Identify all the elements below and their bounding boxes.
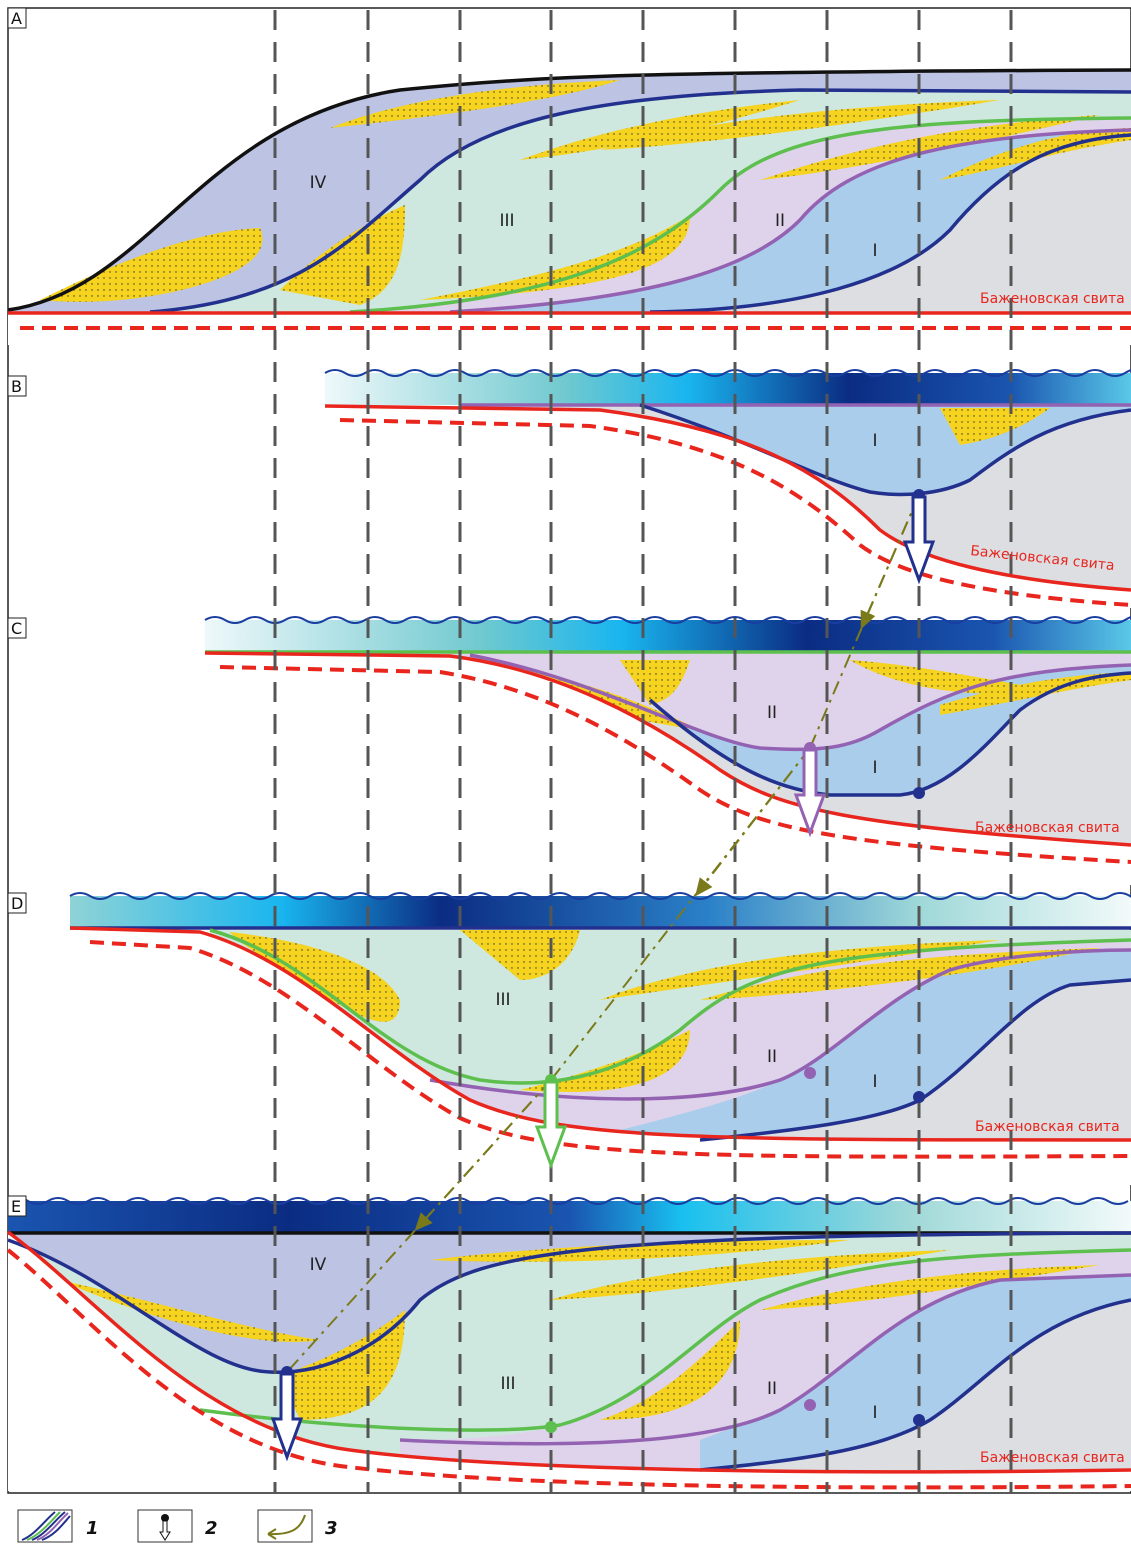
unit-label: II xyxy=(775,211,785,231)
panel-e xyxy=(6,1197,1131,1491)
formation-label: Баженовская свита xyxy=(975,820,1120,836)
formation-label: Баженовская свита xyxy=(980,1450,1125,1466)
unit-label: I xyxy=(872,241,877,261)
panel-label: A xyxy=(11,9,22,28)
panel-d xyxy=(69,892,1131,1185)
unit-labels: IV III II I I II I III II I IV III II I xyxy=(310,173,878,1423)
panel-label: B xyxy=(11,377,22,396)
unit-label: II xyxy=(767,1047,777,1067)
dashed-verticals xyxy=(273,10,1013,1493)
unit-label: II xyxy=(767,703,777,723)
panel-label: E xyxy=(11,1197,21,1216)
legend-label: 3 xyxy=(325,1518,338,1539)
legend: 1 2 3 xyxy=(17,1509,338,1543)
unit-label: IV xyxy=(310,173,327,193)
unit-label: I xyxy=(872,431,877,451)
unit-label: I xyxy=(872,1403,877,1423)
panel-a xyxy=(7,68,1131,345)
formation-label: Баженовская свита xyxy=(975,1119,1120,1135)
legend-label: 1 xyxy=(86,1518,99,1539)
unit-label: I xyxy=(872,758,877,778)
panel-c xyxy=(204,616,1131,885)
unit-label: III xyxy=(495,990,510,1010)
unit-label: III xyxy=(500,1374,515,1394)
legend-label: 2 xyxy=(205,1518,218,1539)
panel-labels: A B C D E xyxy=(7,7,27,1217)
unit-label: IV xyxy=(310,1255,327,1275)
panel-label: C xyxy=(11,619,22,638)
formation-labels: Баженовская свита Баженовская свита Баже… xyxy=(970,291,1125,1466)
markers xyxy=(271,489,935,1459)
migration-path xyxy=(286,494,920,1373)
unit-label: II xyxy=(767,1379,777,1399)
unit-label: III xyxy=(499,211,514,231)
unit-label: I xyxy=(872,1072,877,1092)
formation-label: Баженовская свита xyxy=(980,291,1125,307)
panel-label: D xyxy=(11,894,23,913)
